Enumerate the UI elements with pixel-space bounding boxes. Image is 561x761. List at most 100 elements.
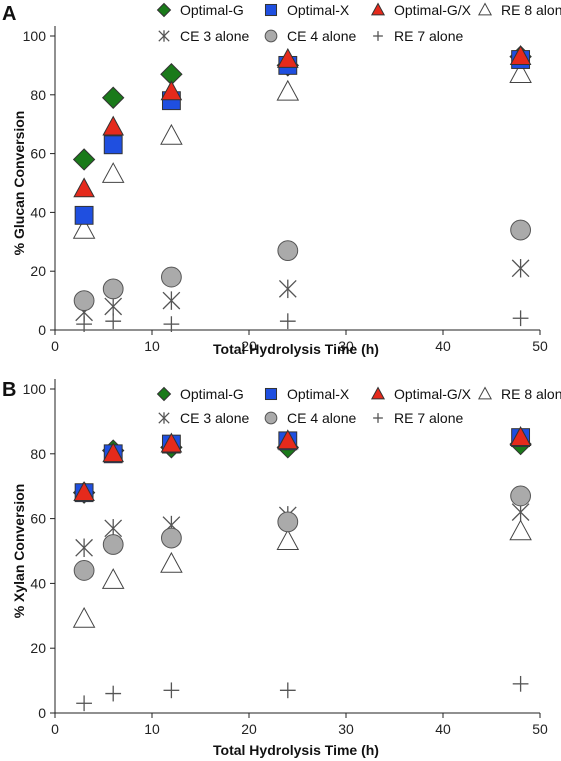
legend-entry: RE 8 alone xyxy=(477,386,561,402)
legend-entry: Optimal-X xyxy=(264,386,350,402)
data-point-optimal-g-x xyxy=(276,47,299,68)
data-point-ce-3-alone xyxy=(511,259,530,278)
x-axis-title: Total Hydrolysis Time (h) xyxy=(213,341,379,357)
data-point-optimal-g-x xyxy=(276,429,299,450)
legend-entry: RE 8 alone xyxy=(477,2,561,18)
data-point-optimal-g-x xyxy=(160,80,183,101)
data-point-optimal-g-x xyxy=(160,432,183,453)
data-point-ce-3-alone xyxy=(278,279,297,299)
data-point-re-7-alone xyxy=(163,316,180,332)
legend-label: Optimal-G xyxy=(180,386,244,402)
legend-label: CE 4 alone xyxy=(287,28,356,44)
data-point-re-7-alone xyxy=(105,313,122,330)
data-point-optimal-g-x xyxy=(102,442,125,463)
data-point-ce-3-alone xyxy=(104,297,123,316)
data-point-re-8-alone xyxy=(509,62,532,83)
legend-label: CE 3 alone xyxy=(180,410,249,426)
legend-marker xyxy=(373,413,383,423)
data-point-re-7-alone xyxy=(279,682,296,699)
legend-label: CE 4 alone xyxy=(287,410,356,426)
chart-panel-b: B 0 20 40 60 80 100 0 10 20 30 40 50 Total Hydrolysis… xyxy=(2,379,561,758)
data-point-re-8-alone xyxy=(276,529,300,551)
y-tick-label: 80 xyxy=(30,87,46,103)
y-axis-title: % Glucan Conversion xyxy=(11,111,27,256)
data-point-re-8-alone xyxy=(72,606,96,628)
legend-marker xyxy=(373,31,383,41)
y-tick-label: 0 xyxy=(38,322,46,338)
y-tick-label: 100 xyxy=(23,28,47,44)
legend-entry: Optimal-X xyxy=(264,2,350,18)
legend-entry: CE 4 alone xyxy=(264,28,356,44)
x-tick-label: 30 xyxy=(338,721,354,737)
legend-entry: Optimal-G/X xyxy=(370,2,472,18)
data-point-re-8-alone xyxy=(509,519,532,541)
legend-marker xyxy=(477,386,493,400)
data-point-optimal-x xyxy=(74,205,94,225)
data-point-optimal-g-x xyxy=(73,481,95,502)
x-tick-label: 20 xyxy=(241,338,257,354)
legend-marker xyxy=(156,2,172,18)
legend-marker xyxy=(264,411,278,425)
data-point-ce-4-alone xyxy=(277,511,299,533)
data-point-ce-3-alone xyxy=(75,538,93,557)
data-point-ce-4-alone xyxy=(73,560,95,581)
data-point-re-8-alone xyxy=(160,123,183,145)
data-point-re-8-alone xyxy=(101,568,125,589)
legend-entry: Optimal-G xyxy=(156,2,244,18)
legend-marker xyxy=(158,412,170,424)
data-point-re-7-alone xyxy=(76,695,92,712)
legend-entry: CE 3 alone xyxy=(158,28,249,44)
data-point-optimal-g-x xyxy=(73,177,95,198)
data-point-re-8-alone xyxy=(276,79,300,101)
data-point-re-7-alone xyxy=(105,685,122,702)
legend-label: RE 7 alone xyxy=(394,410,463,426)
y-tick-label: 20 xyxy=(30,640,46,656)
legend-label: Optimal-X xyxy=(287,386,350,402)
data-point-ce-3-alone xyxy=(162,291,181,310)
y-tick-label: 80 xyxy=(30,446,46,462)
legend-marker xyxy=(264,387,278,401)
y-axis-title: % Xylan Conversion xyxy=(11,484,27,619)
data-point-ce-4-alone xyxy=(510,219,531,241)
legend-entry: Optimal-G/X xyxy=(370,386,472,402)
x-tick-label: 50 xyxy=(532,721,548,737)
data-point-optimal-g-x xyxy=(509,426,532,446)
x-tick-label: 0 xyxy=(51,721,59,737)
legend-entry: Optimal-G xyxy=(156,386,244,402)
data-point-re-7-alone xyxy=(76,316,92,332)
legend-label: CE 3 alone xyxy=(180,28,249,44)
legend-marker xyxy=(477,2,493,16)
data-point-optimal-g xyxy=(72,148,96,171)
x-tick-label: 50 xyxy=(532,338,548,354)
y-tick-label: 60 xyxy=(30,511,46,527)
data-point-ce-4-alone xyxy=(161,266,182,288)
data-point-optimal-x xyxy=(103,135,123,155)
data-point-ce-4-alone xyxy=(73,290,95,312)
data-point-ce-4-alone xyxy=(102,278,124,300)
legend-entry: CE 4 alone xyxy=(264,410,356,426)
x-tick-label: 10 xyxy=(144,338,160,354)
legend-label: Optimal-G xyxy=(180,2,244,18)
x-tick-label: 10 xyxy=(144,721,160,737)
legend-marker xyxy=(156,386,172,402)
data-point-re-7-alone xyxy=(512,675,529,692)
y-tick-label: 40 xyxy=(30,204,46,220)
x-tick-label: 40 xyxy=(435,338,451,354)
x-tick-label: 0 xyxy=(51,338,59,354)
data-point-re-8-alone xyxy=(72,217,96,239)
data-point-ce-4-alone xyxy=(161,527,182,549)
y-tick-label: 0 xyxy=(38,705,46,721)
x-axis-title: Total Hydrolysis Time (h) xyxy=(213,742,379,758)
chart-panel-a: A 0 20 40 60 80 100 0 10 20 30 40 50 Total Hydrolysis… xyxy=(2,2,561,357)
legend-marker xyxy=(370,386,386,400)
data-point-re-7-alone xyxy=(279,313,296,330)
y-tick-label: 100 xyxy=(23,381,47,397)
x-tick-label: 30 xyxy=(338,338,354,354)
data-point-ce-4-alone xyxy=(277,240,299,262)
legend-label: Optimal-G/X xyxy=(394,386,472,402)
legend-marker xyxy=(264,29,278,43)
data-point-optimal-g-x xyxy=(509,45,532,65)
data-point-optimal-g-x xyxy=(102,115,125,136)
legend-entry: RE 7 alone xyxy=(373,410,463,426)
